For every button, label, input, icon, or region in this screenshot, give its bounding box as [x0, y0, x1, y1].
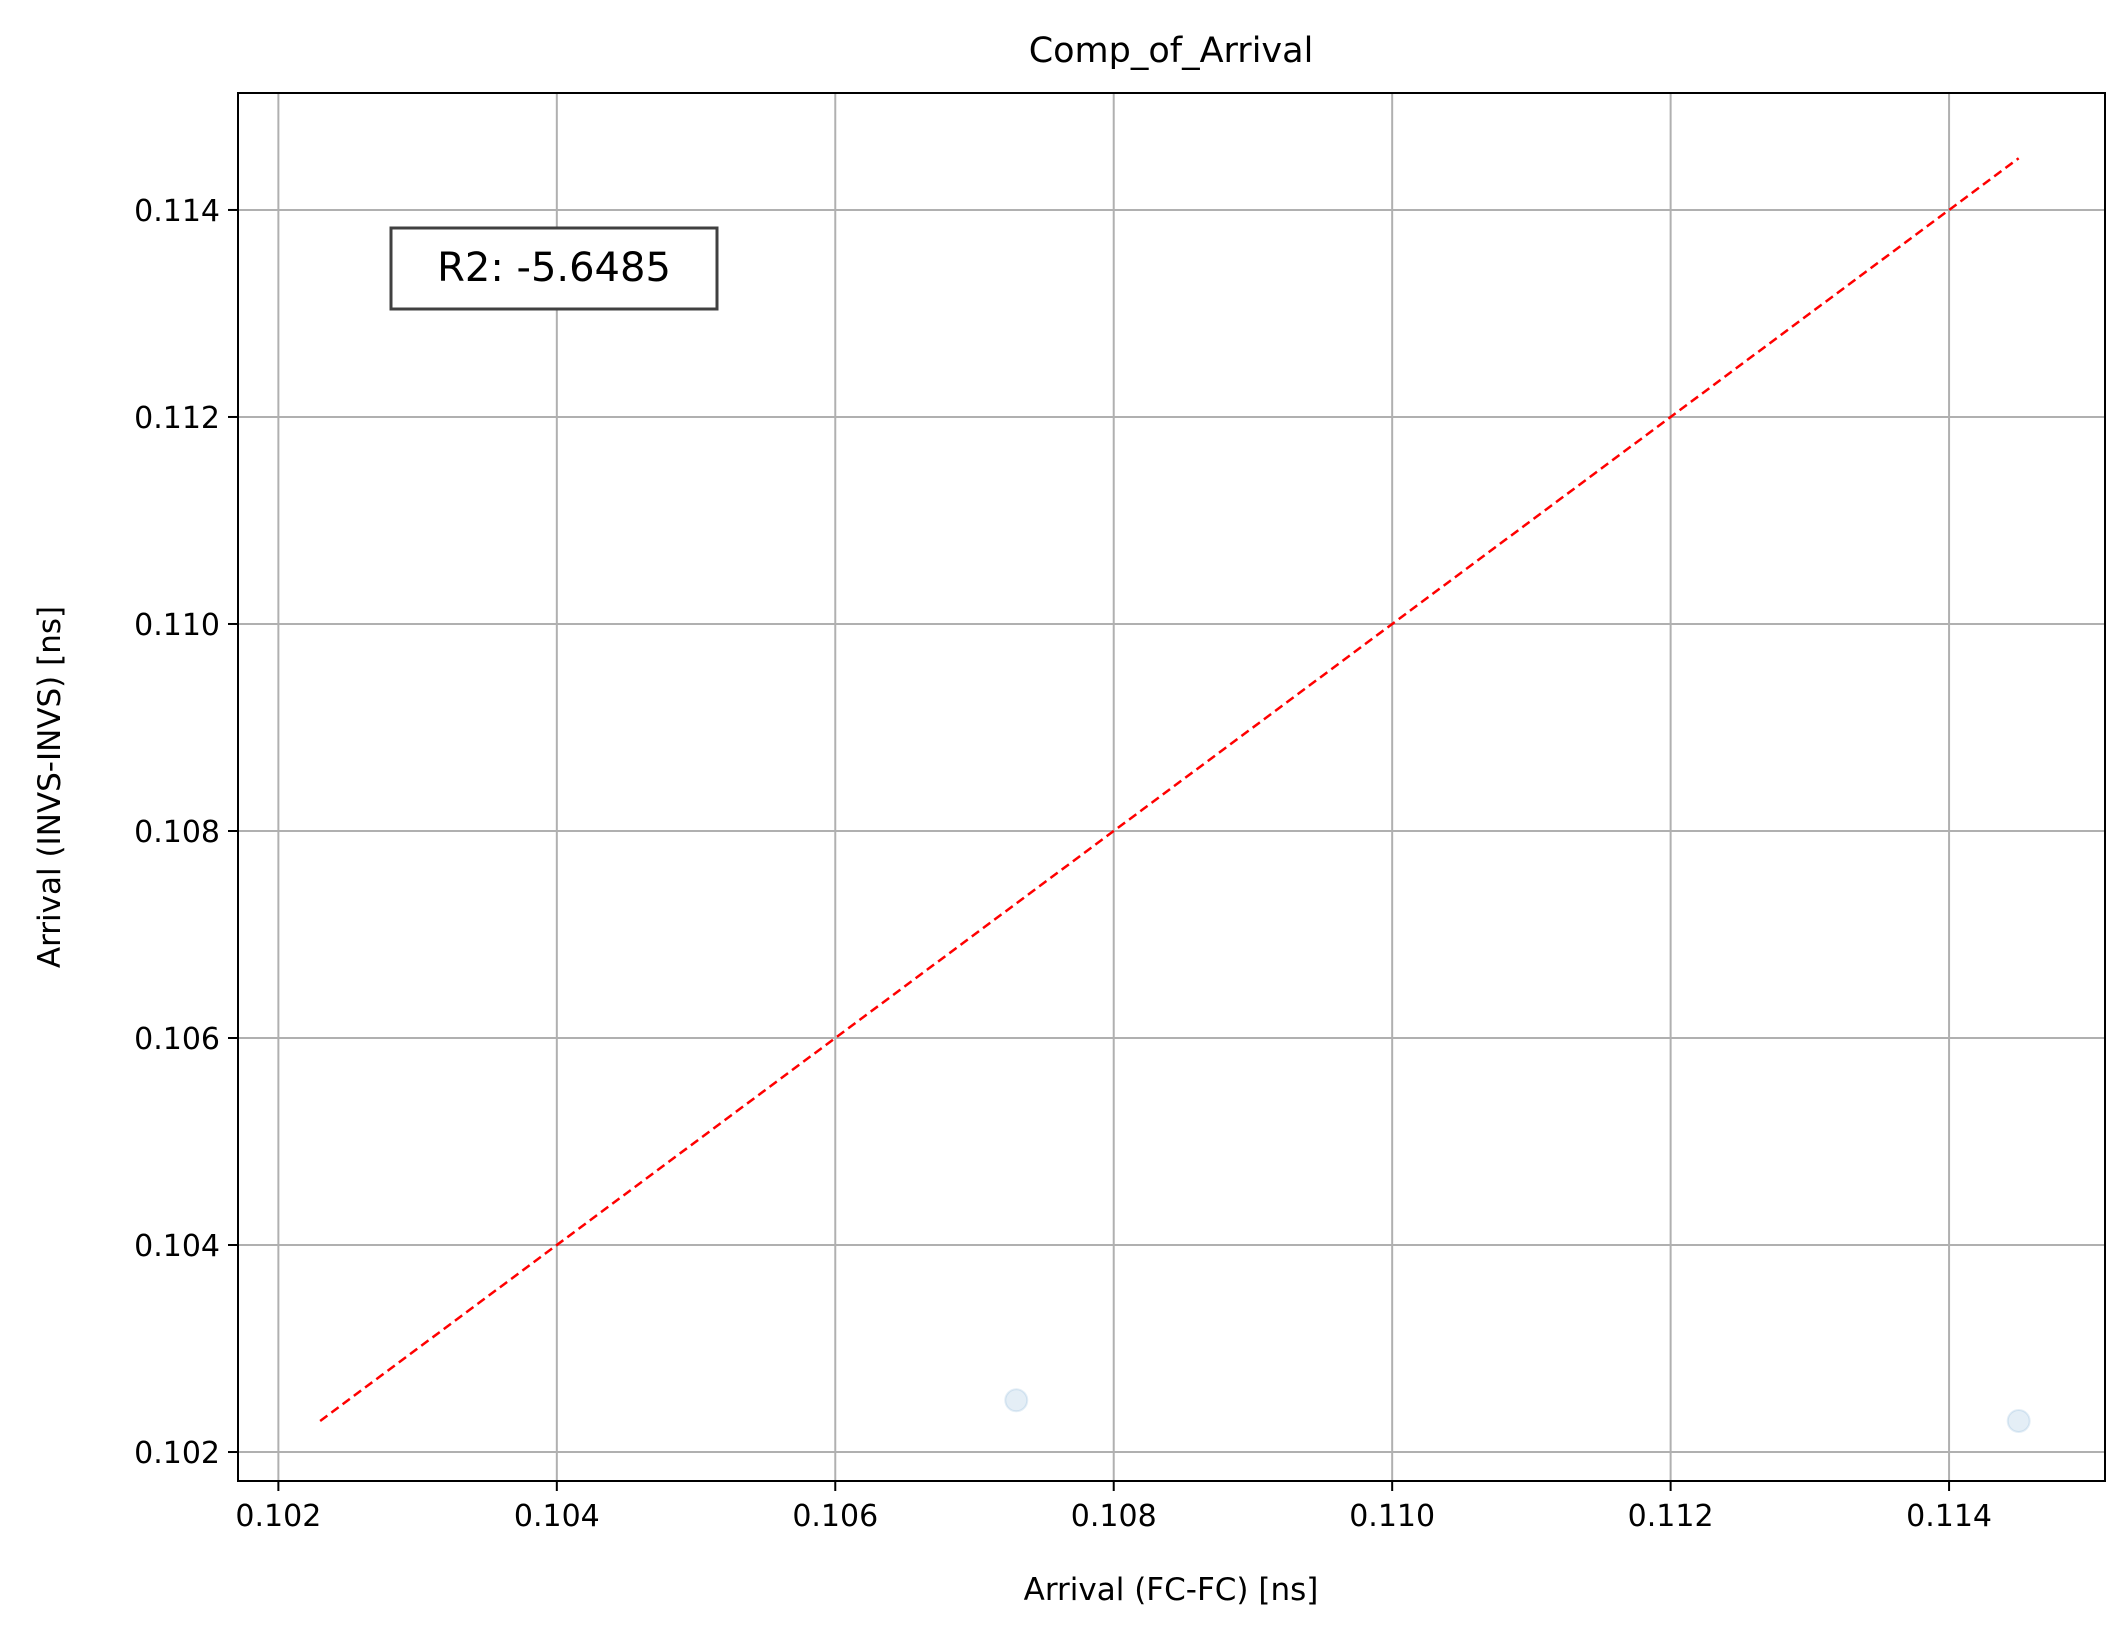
y-axis-ticks: 0.102 0.104 0.106 0.108 0.110 0.112 0.114	[134, 194, 238, 1471]
x-tick-label: 0.110	[1349, 1499, 1435, 1534]
y-tick-label: 0.102	[134, 1436, 220, 1471]
y-tick-label: 0.106	[134, 1022, 220, 1057]
x-axis-label: Arrival (FC-FC) [ns]	[1024, 1572, 1319, 1608]
reference-line	[319, 157, 2020, 1422]
annotation-box	[389, 226, 719, 311]
reference-line-group	[319, 157, 2020, 1422]
x-tick-label: 0.102	[235, 1499, 321, 1534]
x-axis-ticks: 0.102 0.104 0.106 0.108 0.110 0.112 0.114	[235, 1481, 1992, 1534]
r2-annotation: R2: -5.6485	[389, 226, 719, 311]
plot-frame	[237, 92, 2106, 1482]
y-axis-label: Arrival (INVS-INVS) [ns]	[32, 606, 68, 968]
x-tick-label: 0.114	[1906, 1499, 1992, 1534]
y-tick-label: 0.114	[134, 194, 220, 229]
grid-lines	[238, 93, 2105, 1481]
annotation-text: R2: -5.6485	[437, 245, 671, 291]
data-points	[1004, 1388, 2031, 1433]
chart-title: Comp_of_Arrival	[1029, 31, 1314, 71]
y-tick-label: 0.108	[134, 815, 220, 850]
y-tick-label: 0.112	[134, 401, 220, 436]
x-tick-label: 0.104	[514, 1499, 600, 1534]
y-tick-label: 0.110	[134, 608, 220, 643]
x-tick-label: 0.106	[792, 1499, 878, 1534]
y-tick-label: 0.104	[134, 1229, 220, 1264]
x-tick-label: 0.112	[1628, 1499, 1714, 1534]
data-point	[2006, 1408, 2031, 1433]
data-point	[1004, 1388, 1029, 1413]
x-tick-label: 0.108	[1071, 1499, 1157, 1534]
